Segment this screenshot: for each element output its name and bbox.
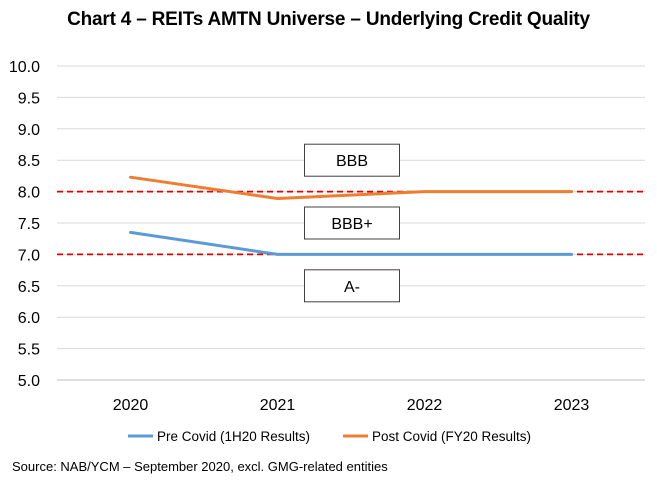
y-tick-label: 6.5 bbox=[18, 279, 40, 296]
y-tick-label: 7.5 bbox=[18, 216, 40, 233]
y-tick-label: 9.0 bbox=[18, 122, 40, 139]
y-axis-tick-labels: 5.0 5.5 6.0 6.5 7.0 7.5 8.0 8.5 9.0 9.5 10.0 bbox=[9, 59, 40, 390]
legend-label: Pre Covid (1H20 Results) bbox=[157, 429, 310, 444]
rating-label: BBB bbox=[336, 153, 368, 170]
x-tick-label: 2023 bbox=[554, 397, 590, 414]
series-line bbox=[129, 230, 573, 256]
y-tick-label: 8.5 bbox=[18, 153, 40, 170]
chart-title: Chart 4 – REITs AMTN Universe – Underlyi… bbox=[67, 9, 590, 30]
rating-box bbox=[304, 143, 400, 177]
y-tick-label: 9.5 bbox=[18, 90, 40, 107]
x-axis-tick-labels: 2020 2021 2022 2023 bbox=[113, 397, 590, 414]
source-note: Source: NAB/YCM – September 2020, excl. … bbox=[12, 459, 388, 474]
series-lines bbox=[129, 175, 573, 256]
rating-box bbox=[304, 206, 400, 240]
legend: Pre Covid (1H20 Results) Post Covid (FY20… bbox=[128, 429, 531, 444]
y-tick-label: 8.0 bbox=[18, 185, 40, 202]
rating-label: A- bbox=[344, 279, 360, 296]
series-line bbox=[129, 175, 573, 200]
legend-label: Post Covid (FY20 Results) bbox=[372, 429, 531, 444]
y-tick-label: 5.0 bbox=[18, 373, 40, 390]
y-tick-label: 7.0 bbox=[18, 247, 40, 264]
x-tick-label: 2021 bbox=[260, 397, 296, 414]
y-tick-label: 5.5 bbox=[18, 342, 40, 359]
rating-annotations: BBB BBB+ A- bbox=[304, 143, 400, 303]
rating-label: BBB+ bbox=[331, 216, 372, 233]
x-tick-label: 2020 bbox=[113, 397, 149, 414]
x-tick-label: 2022 bbox=[407, 397, 443, 414]
rating-box bbox=[304, 269, 400, 303]
y-tick-label: 10.0 bbox=[9, 59, 40, 76]
y-tick-label: 6.0 bbox=[18, 310, 40, 327]
